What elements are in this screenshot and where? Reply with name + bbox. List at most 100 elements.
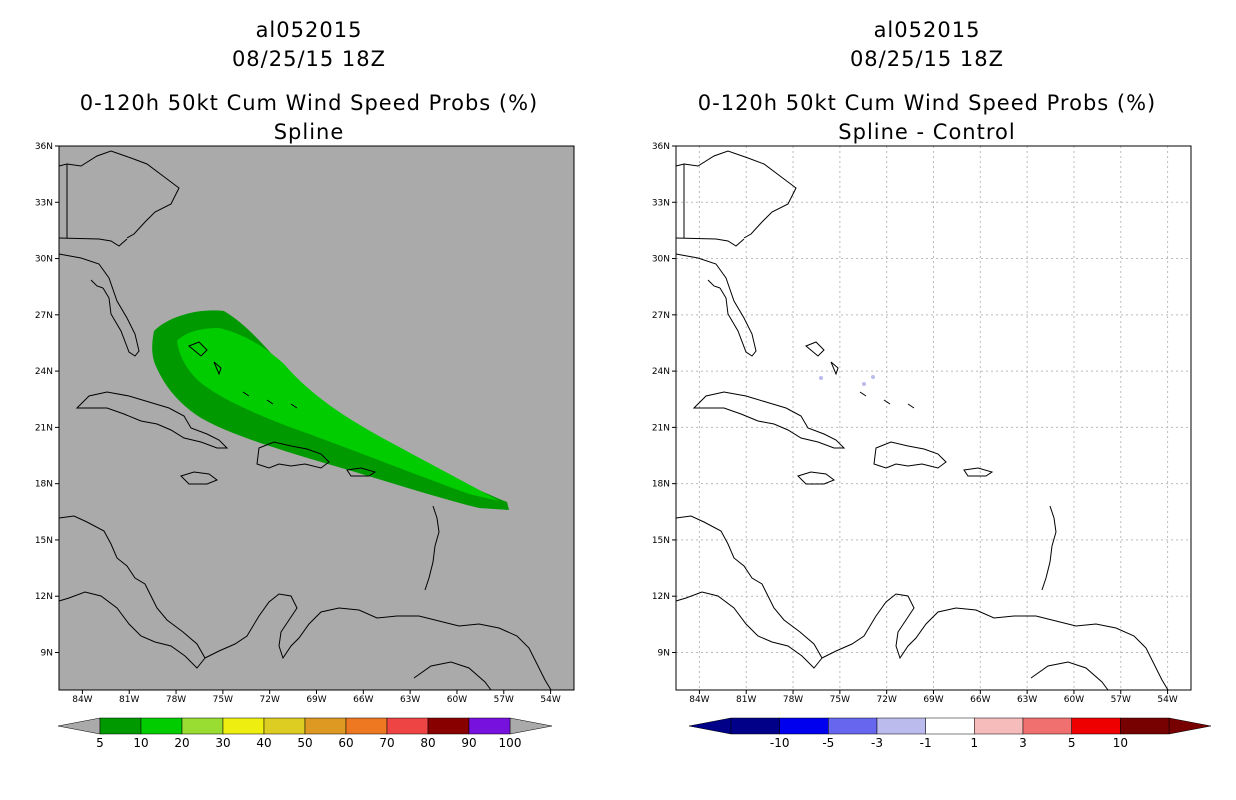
left-panel: al052015 08/25/15 18Z 0-120h 50kt Cum Wi… xyxy=(35,18,575,750)
colorbar-label: 30 xyxy=(215,736,230,750)
coastlines xyxy=(58,150,552,691)
colorbar-label: 20 xyxy=(174,736,189,750)
colorbar-end-right xyxy=(1168,717,1212,735)
colorbar-label: 100 xyxy=(499,736,522,750)
lat-label: 21N xyxy=(35,423,53,433)
lat-label: 30N xyxy=(35,255,53,265)
colorbar-end-left xyxy=(57,717,101,735)
coastline-segment xyxy=(188,341,208,357)
colorbar-label: 90 xyxy=(461,736,476,750)
lon-label: 66W xyxy=(970,695,990,705)
coastline-segment xyxy=(58,237,128,247)
prob-swath-10-20 xyxy=(177,328,499,501)
lon-label: 72W xyxy=(877,695,897,705)
coastline-segment xyxy=(58,163,68,238)
lat-label: 9N xyxy=(658,648,670,658)
coastline-segment xyxy=(256,441,330,469)
lat-axis-labels: 36N 33N 30N 27N 24N 21N 18N 15N 12N 9N xyxy=(35,142,59,658)
coastline-segment xyxy=(821,593,1169,691)
panel-subtitle: Spline - Control xyxy=(838,120,1016,144)
colorbar-swatch xyxy=(140,717,183,735)
coastline-segment xyxy=(675,253,757,357)
lat-label: 12N xyxy=(35,592,53,602)
lat-label: 27N xyxy=(652,311,670,321)
right-map: 36N 33N 30N 27N 24N 21N 18N 15N 12N 9N 84W 81W 78W 7… xyxy=(652,142,1212,750)
left-map: 36N 33N 30N 27N 24N 21N 18N 15N 12N 9N 84W 81W 78W 7… xyxy=(35,142,575,750)
colorbar-swatch xyxy=(468,717,511,735)
diff-speck xyxy=(871,375,875,379)
colorbar-swatch xyxy=(974,717,1024,735)
colorbar-label: 5 xyxy=(96,736,104,750)
diff-speck xyxy=(862,382,866,386)
colorbar-swatch xyxy=(1120,717,1170,735)
lon-label: 78W xyxy=(166,695,186,705)
coastline-segment xyxy=(707,279,721,289)
lon-label: 84W xyxy=(689,695,709,705)
coastline-segment xyxy=(242,391,298,409)
lon-label: 84W xyxy=(72,695,92,705)
lon-label: 57W xyxy=(1111,695,1131,705)
panel-subtitle: Spline xyxy=(273,120,345,144)
coastline-segment xyxy=(413,661,492,691)
colorbar-swatch xyxy=(925,717,975,735)
coastline-segment xyxy=(675,515,823,669)
colorbar-label: 1 xyxy=(971,736,979,750)
lat-label: 36N xyxy=(35,142,53,152)
colorbar-label: 50 xyxy=(297,736,312,750)
colorbar-label: 40 xyxy=(256,736,271,750)
colorbar-end-right xyxy=(509,717,553,735)
coastline-segment xyxy=(692,391,846,449)
lon-label: 57W xyxy=(494,695,514,705)
coastline-segment xyxy=(75,391,229,449)
lon-label: 54W xyxy=(1157,695,1177,705)
coastline-segment xyxy=(213,361,222,376)
coastline-segment xyxy=(424,505,440,591)
coastline-segment xyxy=(58,515,206,669)
lat-label: 15N xyxy=(35,536,53,546)
colorbar-label: -1 xyxy=(920,736,932,750)
colorbar-label: 10 xyxy=(1113,736,1128,750)
datetime: 08/25/15 18Z xyxy=(849,47,1005,71)
lat-label: 27N xyxy=(35,311,53,321)
lon-label: 81W xyxy=(736,695,756,705)
product-title: 0-120h 50kt Cum Wind Speed Probs (%) xyxy=(697,91,1157,115)
colorbar-swatch xyxy=(345,717,388,735)
colorbar: 5 10 20 30 40 50 60 70 80 90 100 xyxy=(57,717,553,750)
lat-label: 18N xyxy=(35,480,53,490)
lat-label: 15N xyxy=(652,536,670,546)
lat-label: 24N xyxy=(35,367,53,377)
colorbar-swatch xyxy=(730,717,780,735)
colorbar-swatch xyxy=(1022,717,1072,735)
coastline-segment xyxy=(683,150,797,239)
coastline-segment xyxy=(797,471,836,485)
colorbar-label: -10 xyxy=(770,736,790,750)
colorbar: -10 -5 -3 -1 1 3 5 10 xyxy=(688,717,1212,750)
lon-label: 69W xyxy=(306,695,326,705)
lat-label: 24N xyxy=(652,367,670,377)
colorbar-swatch xyxy=(427,717,470,735)
colorbar-swatch xyxy=(1071,717,1121,735)
lat-label: 21N xyxy=(652,423,670,433)
lat-label: 33N xyxy=(35,198,53,208)
colorbar-label: 5 xyxy=(1068,736,1076,750)
lon-label: 78W xyxy=(783,695,803,705)
coastline-segment xyxy=(873,441,947,469)
lat-label: 36N xyxy=(652,142,670,152)
lon-axis-labels: 84W 81W 78W 75W 72W 69W 66W 63W 60W 57W 54W xyxy=(689,690,1178,705)
coastline-segment xyxy=(66,150,180,239)
lon-label: 54W xyxy=(540,695,560,705)
lat-label: 30N xyxy=(652,255,670,265)
coastline-segment xyxy=(1041,505,1057,591)
coastline-segment xyxy=(963,467,994,477)
lat-label: 33N xyxy=(652,198,670,208)
colorbar-swatch xyxy=(386,717,429,735)
lon-label: 75W xyxy=(830,695,850,705)
coastline-segment xyxy=(1030,661,1109,691)
right-panel: al052015 08/25/15 18Z 0-120h 50kt Cum Wi… xyxy=(618,0,1236,800)
colorbar-label: 60 xyxy=(338,736,353,750)
lat-label: 18N xyxy=(652,480,670,490)
storm-id: al052015 xyxy=(873,18,981,42)
colorbar-label: 70 xyxy=(379,736,394,750)
colorbar-label: -3 xyxy=(871,736,883,750)
coastline-segment xyxy=(675,237,745,247)
